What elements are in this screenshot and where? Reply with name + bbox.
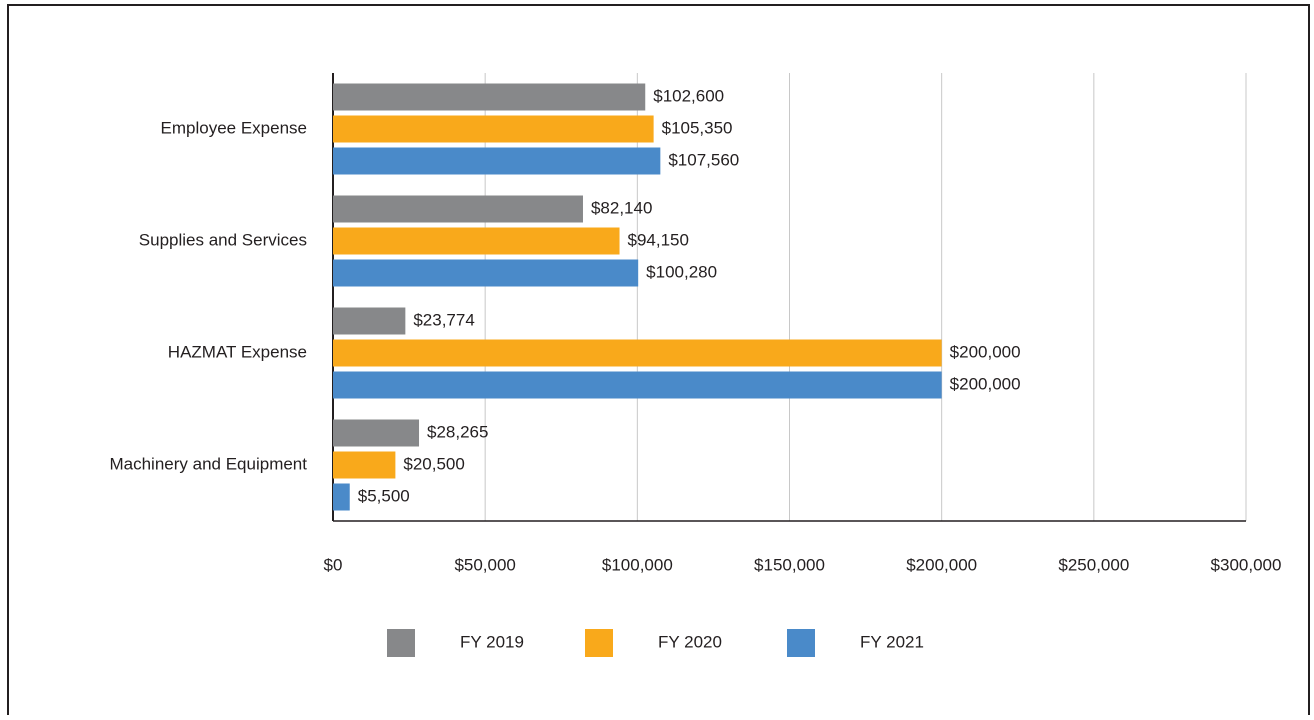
bar [333, 259, 639, 287]
legend-swatch [787, 629, 815, 657]
bar [333, 419, 420, 447]
x-tick-label: $0 [324, 555, 343, 574]
data-label: $28,265 [427, 422, 488, 441]
x-tick-label: $250,000 [1058, 555, 1129, 574]
bar [333, 339, 942, 367]
legend-label: FY 2021 [860, 632, 924, 651]
x-tick-label: $150,000 [754, 555, 825, 574]
legend-label: FY 2020 [658, 632, 722, 651]
x-tick-label: $300,000 [1211, 555, 1282, 574]
data-label: $23,774 [413, 310, 474, 329]
bar [333, 115, 654, 143]
bar [333, 227, 620, 255]
data-label: $105,350 [662, 118, 733, 137]
data-label: $100,280 [646, 262, 717, 281]
bar [333, 147, 661, 175]
legend-label: FY 2019 [460, 632, 524, 651]
x-tick-label: $100,000 [602, 555, 673, 574]
data-label: $200,000 [950, 342, 1021, 361]
data-label: $200,000 [950, 374, 1021, 393]
bar [333, 483, 350, 511]
frame [7, 4, 1310, 715]
data-label: $82,140 [591, 198, 652, 217]
y-tick-label: Machinery and Equipment [109, 454, 307, 473]
data-label: $20,500 [403, 454, 464, 473]
bar [333, 195, 583, 223]
y-tick-label: Employee Expense [161, 118, 307, 137]
bar [333, 451, 396, 479]
y-tick-label: Supplies and Services [139, 230, 307, 249]
legend-swatch [585, 629, 613, 657]
data-label: $5,500 [358, 486, 410, 505]
bar [333, 83, 646, 111]
x-tick-label: $50,000 [454, 555, 515, 574]
data-label: $102,600 [653, 86, 724, 105]
bar [333, 371, 942, 399]
x-tick-label: $200,000 [906, 555, 977, 574]
data-label: $94,150 [628, 230, 689, 249]
legend-swatch [387, 629, 415, 657]
y-tick-label: HAZMAT Expense [168, 342, 307, 361]
bar [333, 307, 406, 335]
data-label: $107,560 [668, 150, 739, 169]
